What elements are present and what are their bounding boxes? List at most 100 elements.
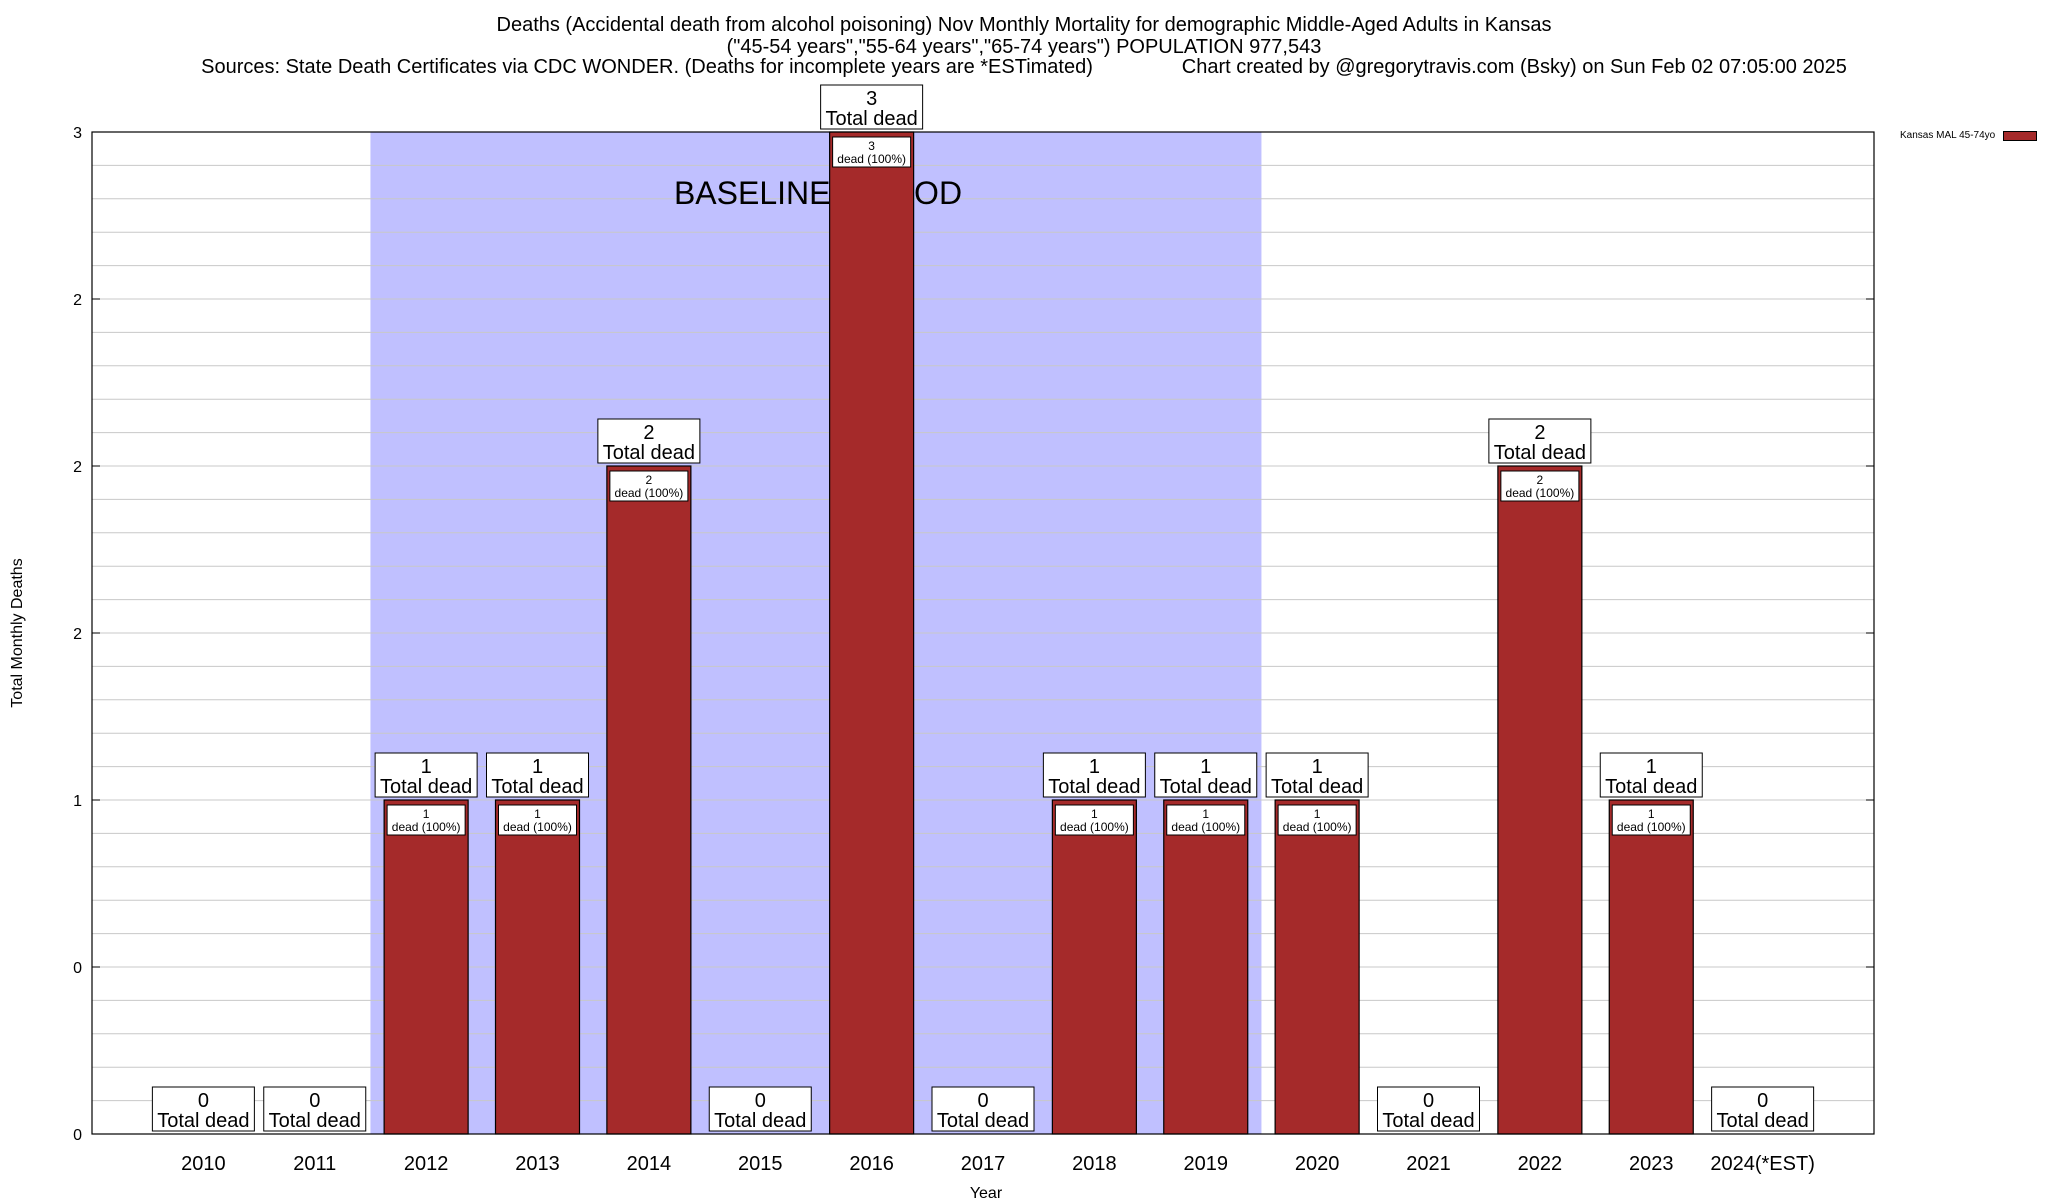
x-tick-label: 2021 xyxy=(1406,1153,1451,1175)
plot-border xyxy=(91,131,1875,1135)
bar xyxy=(383,799,469,1135)
bar-top-value: 1 xyxy=(1646,756,1657,778)
bar-inner-value: 1 xyxy=(1202,807,1209,821)
bar-top-value: 1 xyxy=(1312,756,1323,778)
x-tick-label: 2023 xyxy=(1629,1153,1674,1175)
x-tick-label: 2013 xyxy=(515,1153,560,1175)
y-tick-label: 2 xyxy=(73,292,82,309)
bar-top-label-box xyxy=(1599,752,1703,798)
bar-top-label: Total dead xyxy=(1382,1110,1474,1132)
bar-inner-label-box xyxy=(1611,804,1691,836)
chart-legend: Kansas MAL 45-74yo xyxy=(1900,130,2038,141)
bar-top-label: Total dead xyxy=(825,108,917,130)
x-tick-label: 2016 xyxy=(849,1153,894,1175)
bar-top-value: 2 xyxy=(643,422,654,444)
bar xyxy=(1274,799,1360,1135)
baseline-label: BASELINE PERIOD xyxy=(674,175,962,211)
bar-top-label-box xyxy=(708,1086,812,1132)
legend-swatch xyxy=(2003,130,2038,141)
bar-top-value: 3 xyxy=(866,88,877,110)
bar-top-label-box xyxy=(263,1086,367,1132)
chart-source-line: Sources: State Death Certificates via CD… xyxy=(201,56,1847,78)
y-tick-label: 3 xyxy=(73,125,82,142)
bar-inner-label: dead (100%) xyxy=(1506,486,1575,500)
x-tick-label: 2011 xyxy=(293,1153,336,1175)
bar-inner-label: dead (100%) xyxy=(1617,820,1686,834)
bar-top-label: Total dead xyxy=(491,776,583,798)
bar-top-label-box xyxy=(1042,752,1146,798)
bar-top-label-box xyxy=(1377,1086,1480,1132)
bar-inner-label: dead (100%) xyxy=(1283,820,1352,834)
bar-top-label-box xyxy=(1488,418,1592,464)
bar-inner-label-box xyxy=(498,804,577,836)
bar-inner-label-box xyxy=(386,804,466,836)
x-tick-label: 2019 xyxy=(1184,1153,1229,1175)
bar-top-label: Total dead xyxy=(1605,776,1697,798)
x-tick-label: 2024(*EST) xyxy=(1710,1153,1815,1175)
bar-inner-label-box xyxy=(609,470,689,502)
y-tick-label: 1 xyxy=(73,793,82,810)
bar-top-value: 1 xyxy=(1089,756,1100,778)
bar-inner-label-box xyxy=(1054,804,1134,836)
bar xyxy=(606,465,692,1135)
bar-top-value: 0 xyxy=(755,1090,766,1112)
bar xyxy=(829,131,915,1135)
bar-inner-value: 1 xyxy=(423,807,430,821)
bar-inner-label: dead (100%) xyxy=(392,820,461,834)
bar-top-label: Total dead xyxy=(714,1110,806,1132)
bar-top-label: Total dead xyxy=(1048,776,1140,798)
bar-top-label-box xyxy=(820,84,924,130)
bar-inner-value: 1 xyxy=(534,807,541,821)
bar-top-label: Total dead xyxy=(1716,1110,1808,1132)
bar-inner-label: dead (100%) xyxy=(615,486,684,500)
bar-top-value: 0 xyxy=(198,1090,209,1112)
y-tick-label: 0 xyxy=(73,960,82,977)
bar-top-label: Total dead xyxy=(937,1110,1029,1132)
bar-top-label-box xyxy=(1154,752,1258,798)
bar-top-label: Total dead xyxy=(1160,776,1252,798)
bar-top-label-box xyxy=(374,752,478,798)
bar-top-label-box xyxy=(151,1086,255,1132)
bar-top-label-box xyxy=(597,418,701,464)
x-tick-label: 2012 xyxy=(404,1153,449,1175)
bar xyxy=(1497,465,1583,1135)
bar xyxy=(1608,799,1694,1135)
bar-inner-value: 1 xyxy=(1091,807,1098,821)
bar-top-label-box xyxy=(931,1086,1035,1132)
bar-inner-value: 1 xyxy=(1648,807,1655,821)
bar-top-value: 0 xyxy=(309,1090,320,1112)
bar-inner-label: dead (100%) xyxy=(1171,820,1240,834)
x-tick-label: 2018 xyxy=(1072,1153,1117,1175)
x-tick-label: 2014 xyxy=(627,1153,672,1175)
chart-title: Deaths (Accidental death from alcohol po… xyxy=(496,14,1552,36)
y-tick-label: 2 xyxy=(73,626,82,643)
bar-inner-value: 3 xyxy=(868,139,875,153)
bar-top-label: Total dead xyxy=(157,1110,249,1132)
legend-label: Kansas MAL 45-74yo xyxy=(1900,130,1996,141)
bar-top-value: 2 xyxy=(1534,422,1545,444)
y-tick-label: 0 xyxy=(73,1127,82,1144)
bar-inner-label-box xyxy=(1277,804,1357,836)
x-axis-label: Year xyxy=(970,1185,1003,1200)
bar-inner-label-box xyxy=(832,136,912,168)
bar-inner-label: dead (100%) xyxy=(1060,820,1129,834)
bar-top-label-box xyxy=(1265,752,1369,798)
y-axis-label: Total Monthly Deaths xyxy=(9,558,26,707)
bar-inner-value: 1 xyxy=(1314,807,1321,821)
bar-top-value: 0 xyxy=(1423,1090,1434,1112)
bar-top-value: 1 xyxy=(421,756,432,778)
bar-top-value: 1 xyxy=(532,756,543,778)
x-tick-label: 2015 xyxy=(738,1153,783,1175)
bar-top-label: Total dead xyxy=(603,442,695,464)
bar-top-value: 1 xyxy=(1200,756,1211,778)
bar xyxy=(1163,799,1249,1135)
y-tick-label: 2 xyxy=(73,459,82,476)
bar-inner-value: 2 xyxy=(646,473,653,487)
bar-inner-label: dead (100%) xyxy=(503,820,572,834)
bar-inner-label: dead (100%) xyxy=(837,152,906,166)
bar-top-value: 0 xyxy=(977,1090,988,1112)
x-tick-label: 2022 xyxy=(1518,1153,1563,1175)
bar-top-label: Total dead xyxy=(1271,776,1363,798)
bar-top-label-box xyxy=(1711,1086,1815,1132)
bar-top-value: 0 xyxy=(1757,1090,1768,1112)
